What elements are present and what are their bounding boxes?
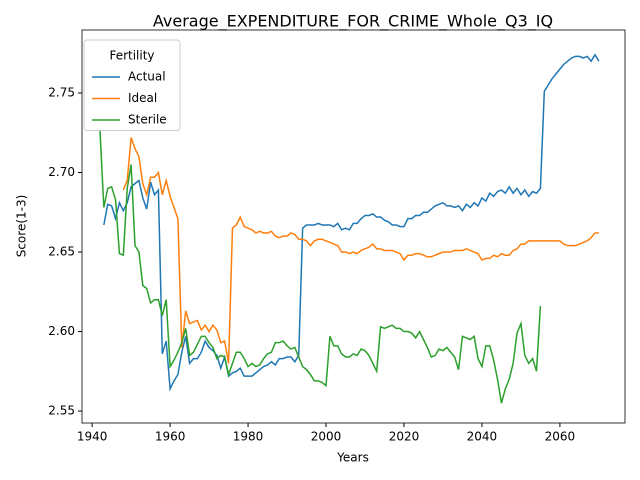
legend-label: Ideal: [128, 91, 157, 105]
legend-title: Fertility: [109, 49, 154, 63]
y-tick-label: 2.65: [48, 245, 75, 259]
chart-title: Average_EXPENDITURE_FOR_CRIME_Whole_Q3_I…: [153, 12, 553, 32]
y-tick-label: 2.75: [48, 85, 75, 99]
y-tick-label: 2.70: [48, 165, 75, 179]
x-tick-label: 1940: [77, 430, 108, 444]
x-tick-label: 2020: [389, 430, 420, 444]
x-tick-label: 1980: [233, 430, 264, 444]
x-axis-label: Years: [336, 451, 369, 465]
data-line: [99, 129, 542, 404]
y-tick-label: 2.55: [48, 404, 75, 418]
x-tick-label: 2000: [311, 430, 342, 444]
x-tick-label: 2040: [467, 430, 498, 444]
legend-label: Actual: [128, 70, 166, 84]
x-tick-label: 1960: [155, 430, 186, 444]
y-axis-label: Score(1-3): [15, 195, 29, 258]
legend-box: [83, 39, 181, 131]
data-line: [122, 137, 599, 364]
legend-label: Sterile: [128, 113, 167, 127]
y-tick-label: 2.60: [48, 324, 75, 338]
x-tick-label: 2060: [545, 430, 576, 444]
plot-frame: [81, 29, 626, 424]
data-line: [103, 53, 600, 392]
